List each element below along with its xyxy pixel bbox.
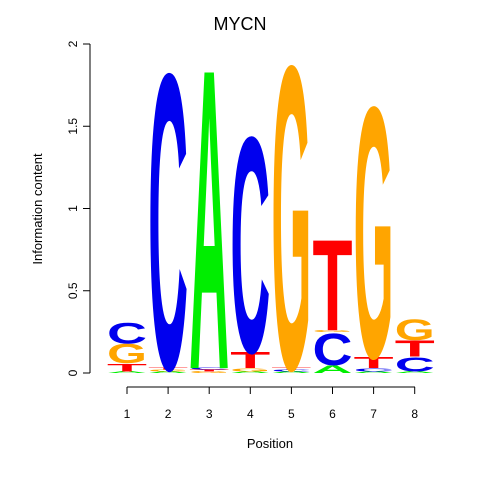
logo-letter-T: T	[107, 361, 147, 374]
logo-letter-C: C	[148, 0, 188, 458]
logo-letter-T: T	[395, 337, 435, 362]
logo-letter-A: A	[189, 0, 229, 459]
x-tick-label: 1	[124, 407, 131, 421]
logo-letter-C: C	[354, 367, 394, 372]
logo-letter-G: G	[395, 313, 435, 346]
logo-letter-A: A	[107, 371, 147, 374]
y-axis-title: Information content	[30, 153, 45, 265]
logo-letter-T: T	[189, 369, 229, 372]
logo-letter-C: C	[189, 368, 229, 371]
x-axis-ticks: 1 2 3 4 5 6 7 8	[124, 387, 418, 421]
x-tick-label: 7	[370, 407, 377, 421]
logo-letter-A: A	[230, 371, 270, 374]
logo-letter-G: G	[107, 339, 147, 370]
logo-letter-A: A	[395, 371, 435, 374]
logo-letter-C: C	[313, 323, 353, 374]
y-tick-label: 0	[66, 369, 80, 376]
logo-letter-A: A	[313, 363, 353, 376]
logo-letter-G: G	[230, 367, 270, 372]
y-axis-ticks: 0 0.5 1 1.5 2	[66, 40, 90, 376]
logo-letter-A: A	[148, 371, 188, 374]
logo-letter-G: G	[271, 0, 311, 461]
logo-letter-T: T	[230, 348, 270, 373]
x-tick-label: 6	[329, 407, 336, 421]
logo-letter-A: A	[354, 371, 394, 374]
y-tick-label: 0.5	[66, 282, 80, 299]
y-tick-label: 2	[66, 40, 80, 47]
logo-letter-G: G	[354, 33, 394, 433]
x-tick-label: 2	[165, 407, 172, 421]
logo-letter-T: T	[271, 368, 311, 371]
logo-letter-G: G	[148, 369, 188, 372]
logo-letter-G: G	[189, 371, 229, 374]
x-axis-title: Position	[247, 436, 293, 451]
logo-letter-T: T	[354, 354, 394, 372]
x-tick-label: 8	[411, 407, 418, 421]
chart-title: MYCN	[214, 14, 267, 34]
x-tick-label: 3	[206, 407, 213, 421]
logo-letter-T: T	[148, 368, 188, 371]
logo-letter-C: C	[395, 353, 435, 376]
x-tick-label: 4	[247, 407, 254, 421]
logo-letter-C: C	[107, 317, 147, 350]
logo-letter-G: G	[313, 330, 353, 333]
x-tick-label: 5	[288, 407, 295, 421]
logo-letter-T: T	[313, 213, 353, 358]
y-tick-label: 1	[66, 205, 80, 212]
logo-letter-C: C	[271, 369, 311, 372]
y-tick-label: 1.5	[66, 118, 80, 135]
logo-letter-C: C	[230, 72, 270, 417]
logo-letter-A: A	[271, 371, 311, 374]
